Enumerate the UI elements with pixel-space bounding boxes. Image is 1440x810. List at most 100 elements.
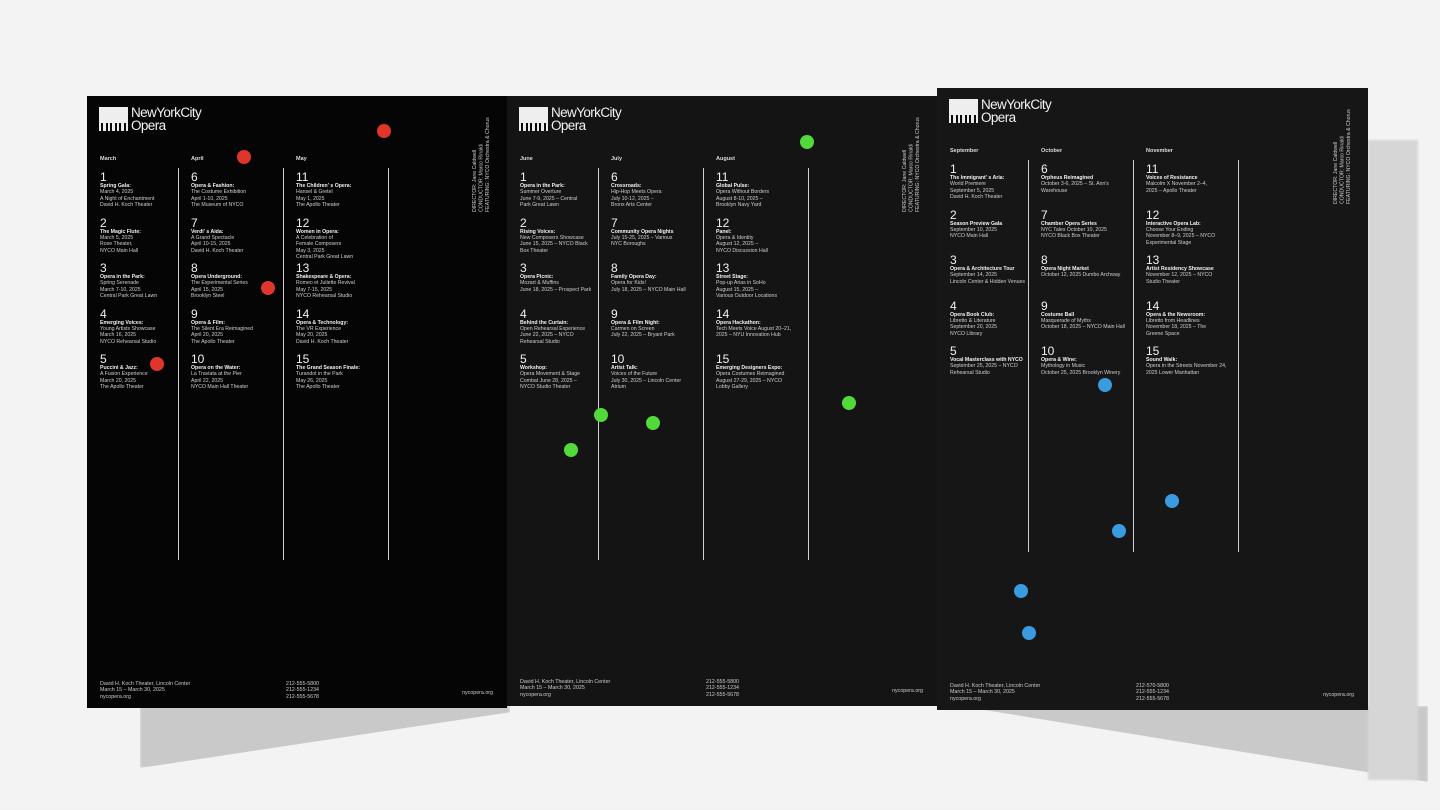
event-detail: September 20, 2025: [950, 324, 998, 331]
event-item: 4 Opera Book Club: Libretto & Literature Se…: [950, 300, 1034, 347]
footer-address: David H. Koch Theater, Lincoln Center Mar…: [950, 683, 1040, 703]
event-title: Spring Gala:: [100, 183, 131, 189]
event-detail: Studio Theater: [1146, 278, 1180, 285]
event-detail: 2025 – Apollo Theater: [1146, 187, 1197, 194]
event-item: 7 Chamber Opera Series NYC Tales October 1…: [1041, 209, 1125, 256]
event-detail: Opera & Identity: [716, 234, 754, 241]
logo-line-1: NewYorkCity: [551, 105, 622, 120]
logo-wordmark: NewYorkCity Opera: [551, 105, 622, 132]
column-divider: [598, 168, 600, 560]
decorative-dot: [1165, 494, 1179, 508]
footer-phone: 212-570-5800: [1136, 682, 1169, 689]
event-column: 6 Opera & Fashion: The Costume Exhibition A…: [191, 171, 275, 400]
event-item: 8 Opera Underground: The Experimental Seri…: [191, 262, 275, 309]
event-title: Panel:: [716, 228, 732, 235]
credit-line: DIRECTOR: Jane Caldwell: [901, 149, 908, 212]
event-title: Season Preview Gala: [950, 220, 1003, 227]
nyco-logo-mark: [519, 107, 548, 131]
event-item: 7 Community Opera Nights July 15-25, 2025 …: [611, 215, 695, 264]
month-heading: March: [100, 156, 117, 162]
event-title: The Magic Flute:: [100, 228, 141, 235]
column-divider: [1028, 160, 1030, 552]
footer-address: David H. Koch Theater, Lincoln Center Mar…: [100, 681, 190, 701]
credit-line: CONDUCTOR: Marco Rinaldi: [1339, 135, 1345, 204]
footer-phone: 212-555-5678: [286, 693, 319, 700]
decorative-dot: [1014, 584, 1028, 598]
footer-phone: 212-555-5800: [706, 678, 739, 685]
event-detail: The VR Experience: [296, 325, 341, 332]
event-detail: Rose Theater,: [100, 241, 133, 248]
event-number: 7: [191, 215, 198, 230]
month-heading: July: [611, 156, 623, 162]
event-title: Chamber Opera Series: [1041, 220, 1097, 227]
event-number: 9: [191, 306, 198, 321]
decorative-dot: [842, 396, 856, 410]
event-detail: Brooklyn Steel: [191, 293, 225, 300]
event-detail: Various Outdoor Locations: [716, 293, 778, 300]
event-title: Opera & Wine:: [1041, 357, 1077, 363]
footer-address-line: nycopera.org: [950, 695, 981, 702]
event-detail: November 8–9, 2025 – NYCO: [1146, 233, 1216, 240]
event-detail: August 15, 2025 –: [716, 286, 759, 293]
footer-website: nycopera.org: [1323, 691, 1354, 698]
event-number: 9: [611, 306, 618, 321]
event-detail: Voices of the Future: [611, 371, 658, 378]
event-number: 11: [296, 170, 309, 184]
event-column: 11 Voices of Resistance Malcolm X November…: [1146, 163, 1230, 392]
event-title: Opera in the Park:: [520, 183, 565, 189]
credit-line: CONDUCTOR: Marco Rinaldi: [908, 143, 914, 212]
event-item: 10 Artist Talk: Voices of the Future July 3…: [611, 352, 695, 400]
event-detail: April 15, 2025: [191, 286, 224, 293]
decorative-dot: [1022, 626, 1036, 640]
event-item: 3 Opera in the Park: Spring Serenade March …: [100, 261, 184, 309]
event-item: 6 Orpheus Reimagined October 3-6, 2025 – S…: [1041, 163, 1125, 210]
event-detail: David H. Koch Theater: [950, 194, 1003, 201]
month-heading: November: [1146, 148, 1173, 154]
event-item: 13 Shakespeare & Opera: Romeo et Juliette …: [296, 262, 380, 309]
event-detail: October 25, 2025 Brooklyn Winery: [1041, 369, 1121, 376]
event-item: 13 Artist Residency Showcase November 12, …: [1146, 254, 1230, 301]
event-detail: May 7-15, 2025: [296, 286, 333, 293]
event-title: Sound Walk:: [1146, 357, 1178, 363]
event-detail: March 4, 2025: [100, 189, 134, 196]
event-detail: Lincoln Center & Hidden Venues: [950, 278, 1025, 285]
event-number: 3: [100, 261, 107, 275]
event-detail: July 22, 2025 – Bryant Park: [611, 332, 675, 339]
event-detail: NYCO Black Box Theater: [1041, 233, 1100, 240]
footer-phone: 212-555-5678: [706, 691, 739, 698]
credit-line: DIRECTOR: Jane Caldwell: [1332, 141, 1339, 204]
footer-address-line: David H. Koch Theater, Lincoln Center: [520, 678, 611, 685]
credit-line: CONDUCTOR: Marco Rinaldi: [478, 143, 484, 212]
footer-address-line: March 15 – March 30, 2025: [100, 687, 165, 693]
credit-line: DIRECTOR: Jane Caldwell: [471, 149, 478, 212]
event-item: 3 Opera Picnic: Mozart & Muffins June 18, 2…: [520, 262, 604, 309]
event-title: Opera & Film:: [191, 319, 226, 326]
event-title: Opera Underground:: [191, 274, 243, 280]
event-number: 4: [520, 306, 527, 321]
event-item: 5 Workshop: Opera Movement & Stage Combat J…: [520, 353, 604, 400]
event-item: 2 Season Preview Gala September 10, 2025 NY…: [950, 209, 1034, 256]
event-number: 9: [1041, 298, 1048, 313]
month-heading: September: [950, 148, 979, 154]
event-title: Family Opera Day:: [611, 274, 657, 280]
event-detail: 2025 – NYU Innovation Hub: [716, 332, 781, 339]
event-detail: 2025 Lower Manhattan: [1146, 369, 1200, 376]
event-detail: Box Theater: [520, 247, 549, 254]
event-detail: David H. Koch Theater: [191, 247, 244, 254]
event-item: 1 Opera in the Park: Summer Overture June 7…: [520, 171, 604, 218]
logo-wordmark: NewYorkCity Opera: [981, 98, 1052, 124]
event-number: 3: [950, 253, 957, 267]
brochure-panel-spring: NewYorkCity Opera DIRECTOR: Jane Caldwell C…: [87, 96, 507, 708]
event-number: 15: [296, 352, 310, 366]
event-detail: September 5, 2025: [950, 187, 995, 194]
event-item: 14 Opera & Technology: The VR Experience Ma…: [296, 308, 380, 355]
event-item: 4 Emerging Voices: Young Artists Showcase M…: [100, 308, 184, 355]
event-item: 2 The Magic Flute: March 5, 2025 Rose Theat…: [100, 217, 184, 264]
event-number: 10: [611, 352, 625, 366]
event-title: Opera & the Newsroom:: [1146, 311, 1206, 318]
event-detail: March 7-10, 2025: [100, 286, 141, 293]
event-number: 7: [611, 215, 618, 230]
event-detail: Choose Your Ending: [1146, 226, 1194, 233]
event-title: Costume Ball: [1041, 311, 1075, 318]
event-detail: Rehearsal Studio: [520, 338, 560, 345]
